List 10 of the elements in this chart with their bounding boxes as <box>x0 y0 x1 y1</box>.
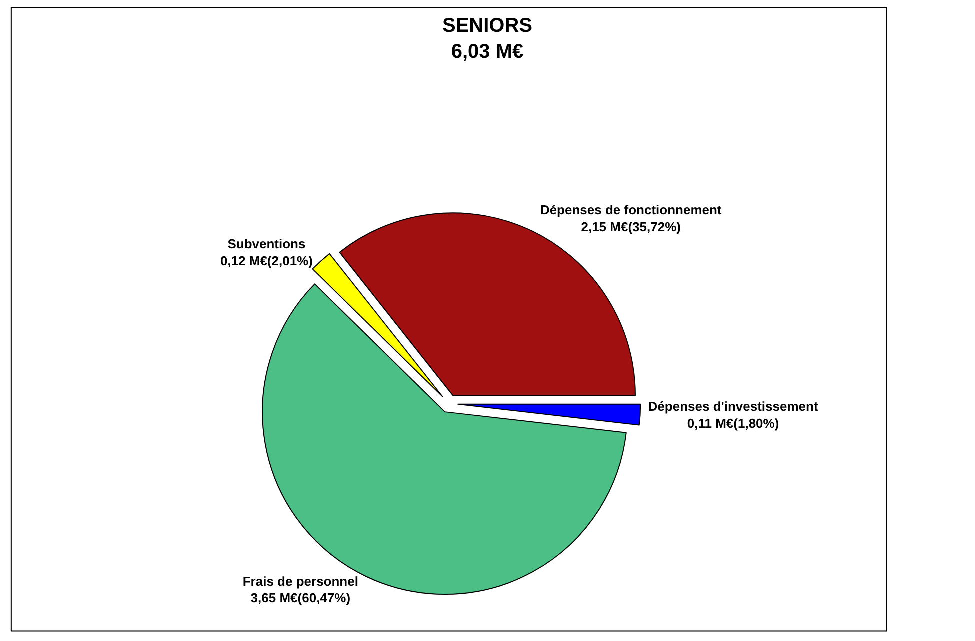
data-label: 0,12 M€(2,01%) <box>220 253 313 268</box>
slice-label: Frais de personnel <box>242 574 358 589</box>
chart-title: SENIORS <box>442 15 533 38</box>
data-label: 3,65 M€(60,47%) <box>250 590 351 606</box>
chart-subtitle: 6,03 M€ <box>451 41 524 64</box>
data-label: 2,15 M€(35,72%) <box>581 219 681 234</box>
slice-label: Subventions <box>228 236 306 252</box>
data-label: 0,11 M€(1,80%) <box>687 416 780 431</box>
slice-label: Dépenses de fonctionnement <box>540 202 722 218</box>
slice-label: Dépenses d'investissement <box>648 398 819 414</box>
